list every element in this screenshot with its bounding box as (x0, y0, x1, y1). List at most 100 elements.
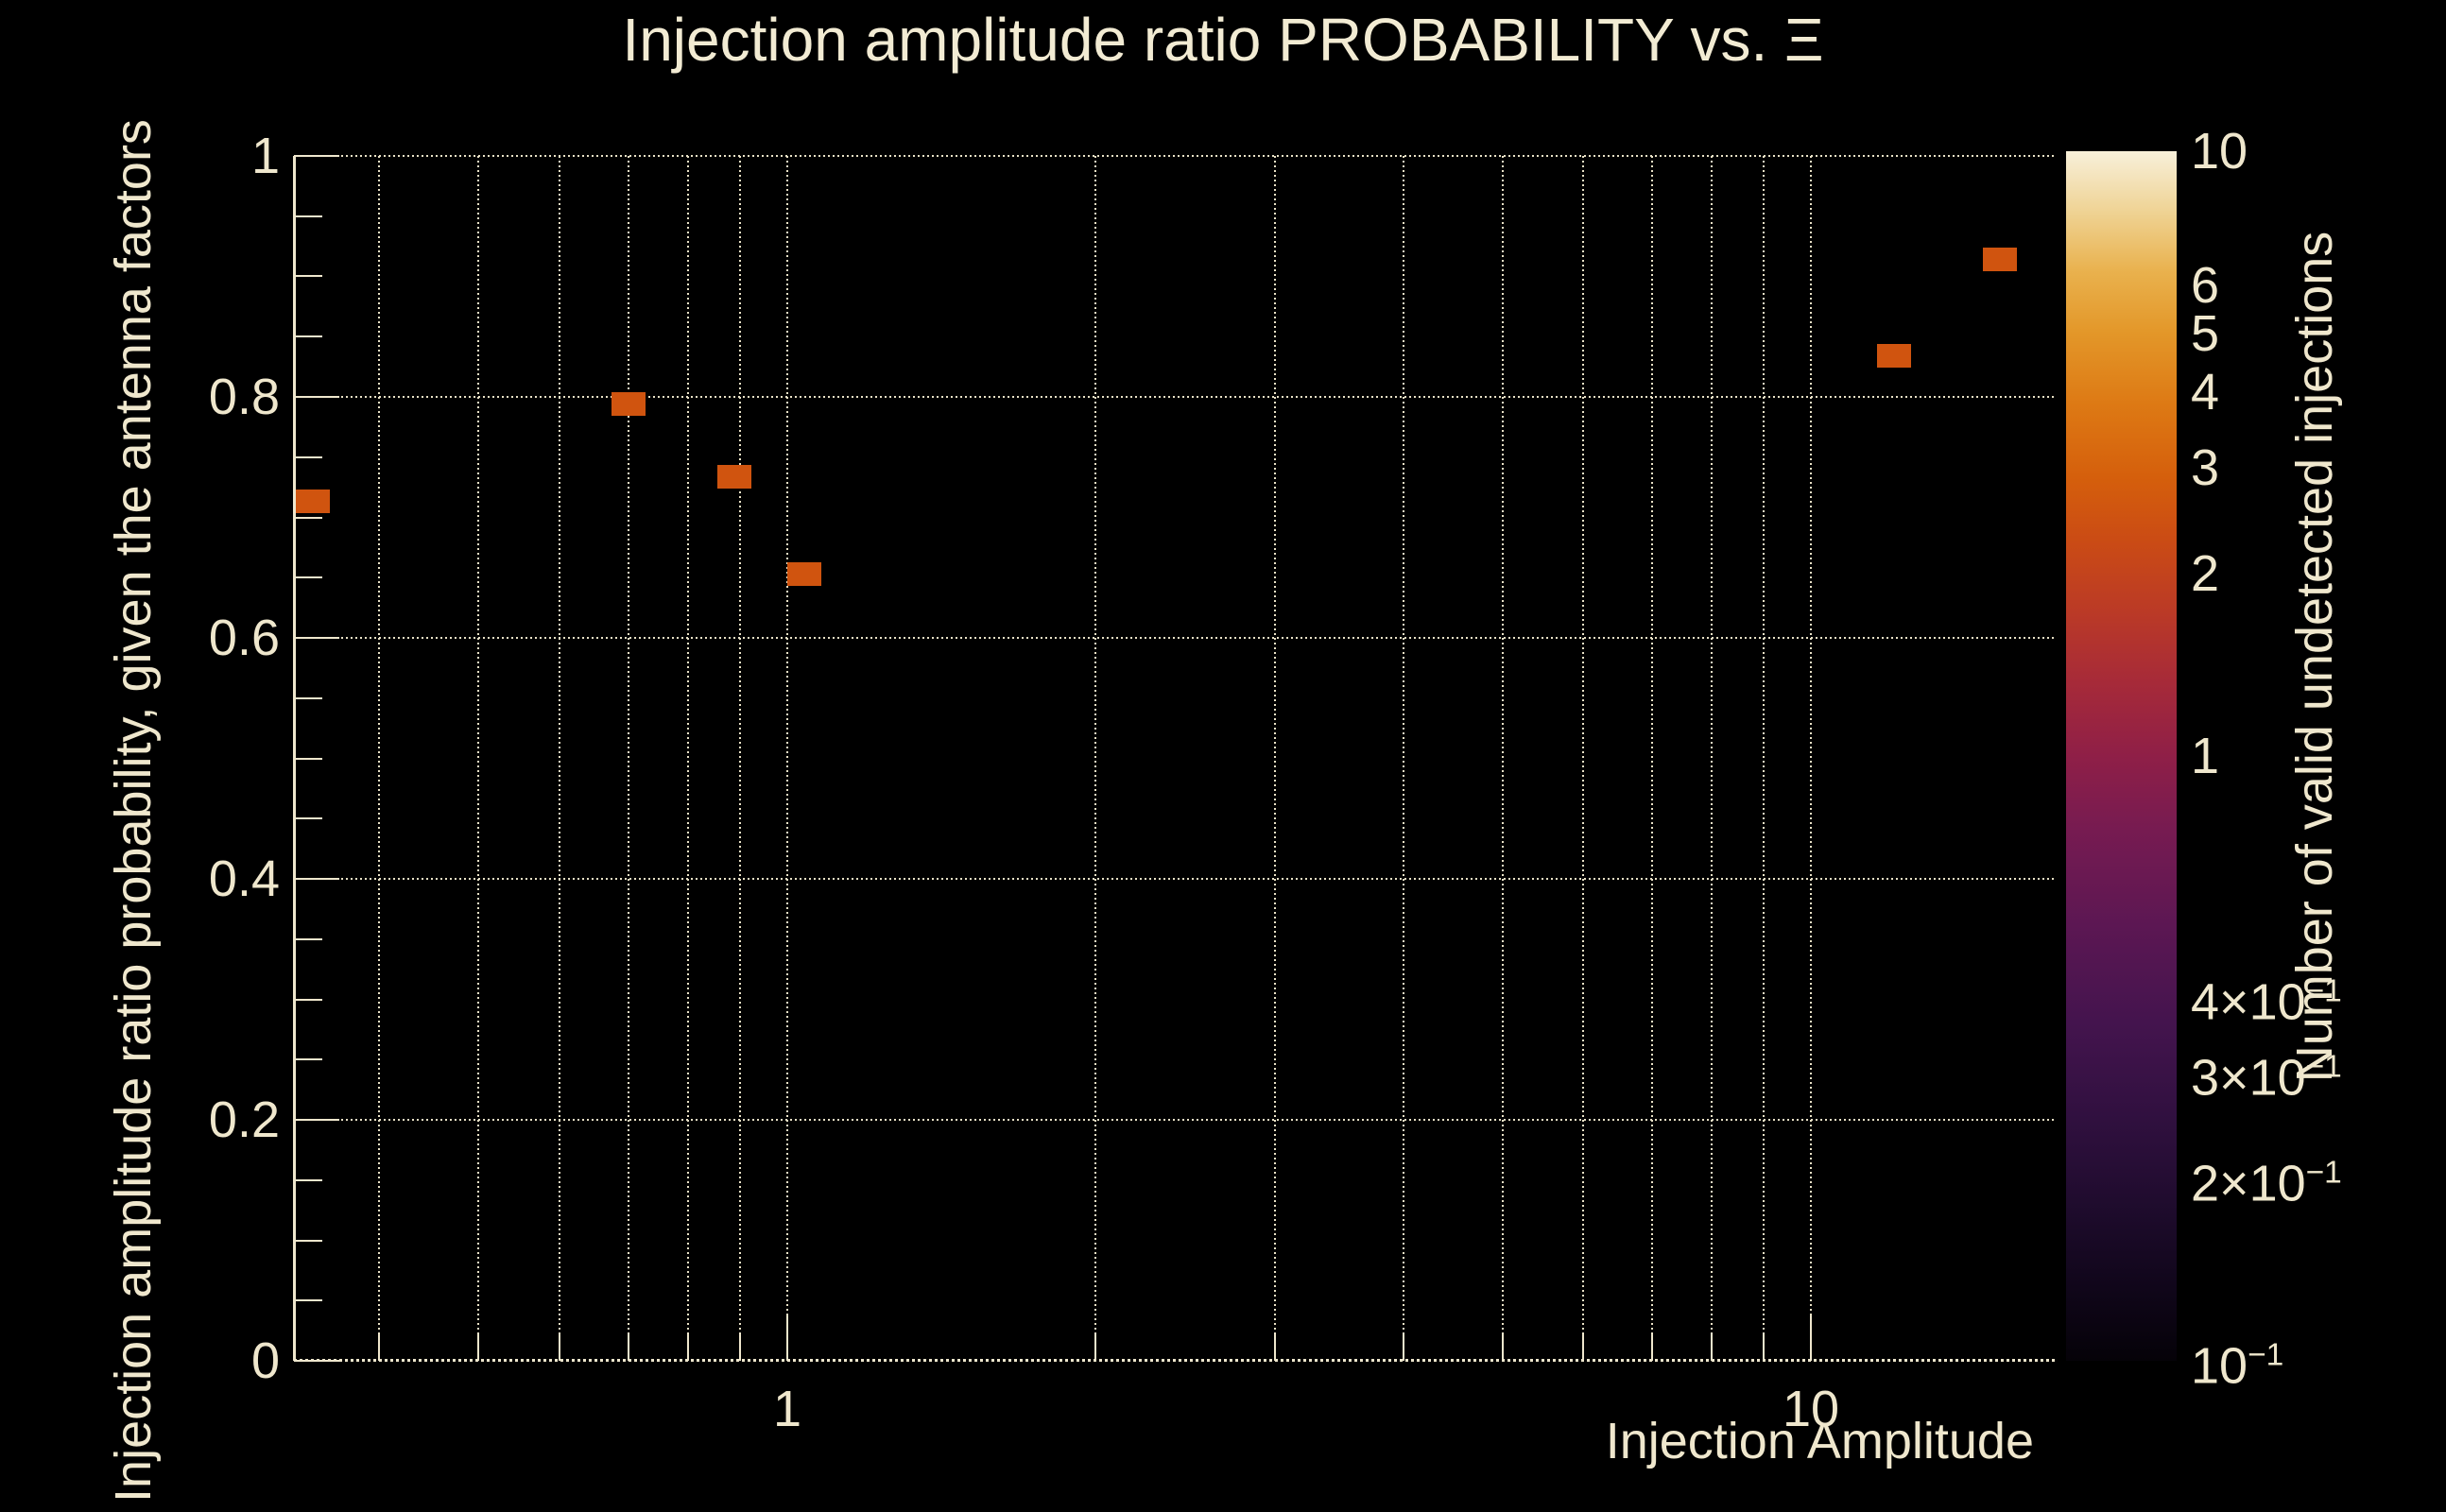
colorbar-title: Number of valid undetected injections (2286, 231, 2343, 1083)
colorbar-label-mantissa: 10 (2191, 1337, 2248, 1395)
y-tick (294, 1299, 322, 1301)
y-gridline (294, 637, 2056, 639)
y-tick (294, 758, 322, 760)
x-tick (687, 1332, 689, 1361)
y-tick (294, 938, 322, 940)
colorbar-label-mantissa: 4 (2191, 364, 2220, 421)
y-tick (294, 817, 322, 819)
y-tick (294, 335, 322, 337)
x-tick (1502, 1332, 1504, 1361)
y-tick (294, 999, 322, 1001)
colorbar-label-mantissa: 3×10 (2191, 1049, 2306, 1107)
x-gridline (786, 156, 788, 1361)
y-tick (294, 275, 322, 277)
x-tick-label: 1 (772, 1381, 802, 1437)
x-axis-line (294, 1359, 2056, 1362)
data-point (787, 562, 821, 586)
y-tick-label: 0.2 (208, 1091, 280, 1148)
y-tick (294, 1119, 339, 1121)
x-tick (1763, 1332, 1765, 1361)
colorbar-label-exponent: −1 (2305, 1049, 2342, 1085)
x-gridline (1094, 156, 1096, 1361)
x-tick (1651, 1332, 1653, 1361)
x-tick (628, 1332, 629, 1361)
colorbar-tick-label: 4×10−1 (2191, 965, 2342, 1030)
y-tick-label: 1 (250, 128, 280, 184)
data-point (612, 392, 646, 416)
colorbar-label-mantissa: 1 (2191, 728, 2220, 784)
y-tick (294, 456, 322, 458)
colorbar-label-mantissa: 3 (2191, 439, 2220, 496)
data-point (1877, 344, 1911, 368)
x-tick-label: 10 (1782, 1381, 1840, 1437)
data-point (1983, 248, 2017, 271)
x-axis-title: Injection Amplitude (1605, 1413, 2034, 1469)
data-point (296, 490, 330, 513)
colorbar-tick-label: 5 (2191, 306, 2219, 361)
y-gridline (294, 155, 2056, 157)
x-tick (378, 1332, 380, 1361)
y-tick (294, 1058, 322, 1060)
colorbar-label-exponent: −1 (2248, 1337, 2284, 1373)
x-tick (1711, 1332, 1713, 1361)
x-gridline (1274, 156, 1276, 1361)
colorbar-label-exponent: −1 (2305, 1155, 2342, 1191)
y-tick (294, 637, 339, 639)
colorbar-tick-label: 10−1 (2191, 1329, 2283, 1394)
x-tick (1274, 1332, 1276, 1361)
colorbar-label-mantissa: 6 (2191, 257, 2220, 314)
colorbar-tick-label: 2×10−1 (2191, 1146, 2342, 1211)
y-tick-label: 0.4 (208, 850, 280, 907)
y-tick (294, 155, 339, 157)
x-gridline (628, 156, 629, 1361)
chart-title: Injection amplitude ratio PROBABILITY vs… (622, 6, 1824, 74)
x-tick (1582, 1332, 1584, 1361)
colorbar-tick-label: 6 (2191, 258, 2219, 313)
x-gridline (559, 156, 560, 1361)
x-gridline (1403, 156, 1404, 1361)
colorbar-tick-label: 2 (2191, 546, 2219, 601)
x-tick (477, 1332, 479, 1361)
y-tick (294, 215, 322, 217)
colorbar-tick-label: 4 (2191, 365, 2219, 420)
x-gridline (378, 156, 380, 1361)
y-tick-label: 0 (250, 1332, 280, 1389)
x-tick (1403, 1332, 1404, 1361)
y-tick-label: 0.6 (208, 610, 280, 666)
y-tick (294, 697, 322, 699)
x-tick (739, 1332, 741, 1361)
x-tick (559, 1332, 560, 1361)
colorbar-tick-label: 3×10−1 (2191, 1040, 2342, 1106)
x-gridline (1502, 156, 1504, 1361)
y-tick (294, 576, 322, 578)
x-gridline (687, 156, 689, 1361)
colorbar-label-mantissa: 5 (2191, 305, 2220, 362)
colorbar-tick-label: 3 (2191, 440, 2219, 495)
colorbar-tick-label: 1 (2191, 729, 2219, 783)
y-tick (294, 396, 339, 398)
data-point (717, 465, 751, 489)
x-gridline (739, 156, 741, 1361)
x-tick (786, 1315, 788, 1361)
colorbar-label-mantissa: 2 (2191, 545, 2220, 602)
y-tick (294, 517, 322, 519)
y-tick (294, 1179, 322, 1181)
colorbar-tick-label: 10 (2191, 124, 2248, 179)
colorbar-label-exponent: −1 (2305, 973, 2342, 1009)
y-tick (294, 1240, 322, 1242)
y-gridline (294, 1119, 2056, 1121)
colorbar-label-mantissa: 10 (2191, 123, 2248, 180)
y-gridline (294, 878, 2056, 880)
colorbar-label-mantissa: 4×10 (2191, 973, 2306, 1031)
y-tick-label: 0.8 (208, 369, 280, 425)
y-gridline (294, 396, 2056, 398)
x-gridline (477, 156, 479, 1361)
y-axis-line (293, 156, 296, 1361)
x-tick (1810, 1315, 1812, 1361)
colorbar-gradient (2066, 151, 2177, 1361)
x-tick (1094, 1332, 1096, 1361)
colorbar-label-mantissa: 2×10 (2191, 1155, 2306, 1212)
x-gridline (1651, 156, 1653, 1361)
